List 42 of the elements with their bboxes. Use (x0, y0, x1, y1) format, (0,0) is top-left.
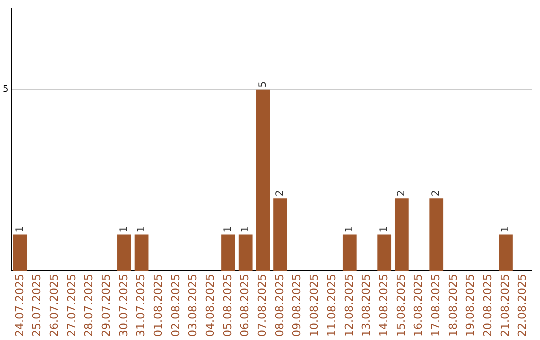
x-tick-label: 30.07.2025 (117, 274, 130, 338)
x-tick-label: 09.08.2025 (290, 274, 304, 338)
x-tick-label: 06.08.2025 (238, 274, 252, 338)
x-tick-label: 16.08.2025 (412, 274, 426, 338)
x-tick-label: 15.08.2025 (394, 274, 408, 338)
x-tick-label: 11.08.2025 (325, 274, 338, 338)
x-tick-label: 22.08.2025 (516, 274, 530, 338)
x-tick-label: 20.08.2025 (482, 274, 495, 338)
x-tick-label: 18.08.2025 (446, 274, 460, 338)
x-tick-label: 27.07.2025 (65, 274, 78, 338)
x-tick-label: 28.07.2025 (82, 274, 96, 338)
x-tick-label: 29.07.2025 (100, 274, 113, 338)
data-label: 2 (396, 190, 408, 197)
data-label: 1 (240, 226, 252, 233)
data-label: 1 (344, 226, 356, 233)
x-tick-label: 25.07.2025 (30, 274, 44, 338)
x-tick-label: 04.08.2025 (204, 274, 218, 338)
x-tick-label: 10.08.2025 (308, 274, 322, 338)
x-tick-label: 17.08.2025 (429, 274, 442, 338)
x-tick-label: 26.07.2025 (48, 274, 61, 338)
data-label: 1 (119, 226, 130, 233)
data-label: 1 (136, 226, 148, 233)
x-tick-label: 12.08.2025 (342, 274, 356, 338)
data-label: 1 (379, 226, 390, 233)
data-label: 5 (258, 82, 269, 88)
x-tick-label: 31.07.2025 (134, 274, 148, 338)
data-label: 2 (431, 190, 442, 197)
x-tick-label: 08.08.2025 (273, 274, 286, 338)
data-label: 1 (14, 226, 26, 233)
x-tick-label: 02.08.2025 (169, 274, 182, 338)
x-tick-label: 07.08.2025 (256, 274, 270, 338)
x-tick-label: 05.08.2025 (221, 274, 234, 338)
x-tick-label: 13.08.2025 (360, 274, 374, 338)
x-tick-label: 21.08.2025 (498, 274, 512, 338)
x-tick-label: 03.08.2025 (186, 274, 200, 338)
x-tick-label: 14.08.2025 (377, 274, 390, 338)
data-label: 1 (223, 226, 234, 233)
x-tick-label: 24.07.2025 (13, 274, 26, 338)
x-tick-label: 19.08.2025 (464, 274, 478, 338)
data-label: 2 (275, 190, 286, 197)
data-label: 1 (500, 226, 512, 233)
x-tick-label: 01.08.2025 (152, 274, 165, 338)
